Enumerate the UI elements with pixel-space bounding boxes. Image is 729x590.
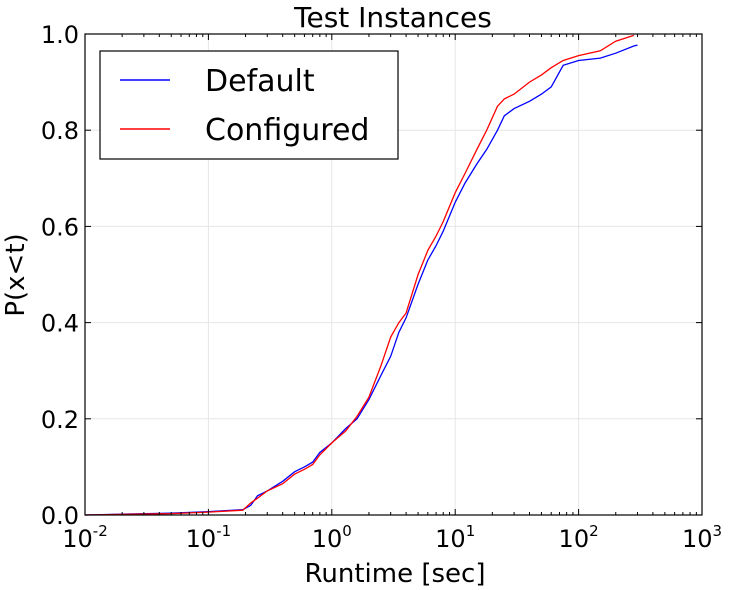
plot-frame — [84, 33, 703, 516]
x-tick-label-base: 10 — [559, 525, 590, 553]
x-tick-label: 10-1 — [186, 522, 232, 553]
legend: Default Configured — [99, 50, 399, 160]
x-tick-label: 102 — [559, 522, 599, 553]
x-tick-label-base: 10 — [62, 525, 93, 553]
y-tick-label: 1.0 — [41, 21, 79, 49]
chart-title: Test Instances — [293, 1, 492, 34]
x-tick-label-exponent: -2 — [93, 522, 108, 540]
x-tick-label-base: 10 — [435, 525, 466, 553]
legend-box — [99, 50, 399, 160]
y-axis-label: P(x<t) — [1, 233, 31, 316]
series-line-default — [84, 44, 638, 516]
series-layer — [84, 34, 638, 516]
x-tick-label-exponent: 3 — [713, 522, 723, 540]
x-tick-label-base: 10 — [682, 525, 713, 553]
y-tick-label: 0.0 — [41, 502, 79, 530]
series-line-configured — [84, 34, 634, 516]
x-tick-label-base: 10 — [186, 525, 217, 553]
x-tick-label: 103 — [682, 522, 722, 553]
x-tick-label-exponent: 2 — [589, 522, 599, 540]
y-tick-label: 0.2 — [41, 406, 79, 434]
x-tick-label-exponent: 1 — [466, 522, 476, 540]
x-axis-label: Runtime [sec] — [305, 559, 486, 589]
x-tick-label-exponent: 0 — [342, 522, 352, 540]
legend-label-configured: Configured — [205, 113, 369, 148]
y-tick-label: 0.4 — [41, 310, 79, 338]
y-tick-label: 0.6 — [41, 213, 79, 241]
x-tick-label: 100 — [312, 522, 352, 553]
x-tick-label: 101 — [435, 522, 475, 553]
x-tick-label-base: 10 — [312, 525, 343, 553]
y-tick-label: 0.8 — [41, 117, 79, 145]
legend-label-default: Default — [205, 64, 315, 99]
x-tick-label-exponent: -1 — [216, 522, 231, 540]
x-tick-label: 10-2 — [62, 522, 108, 553]
